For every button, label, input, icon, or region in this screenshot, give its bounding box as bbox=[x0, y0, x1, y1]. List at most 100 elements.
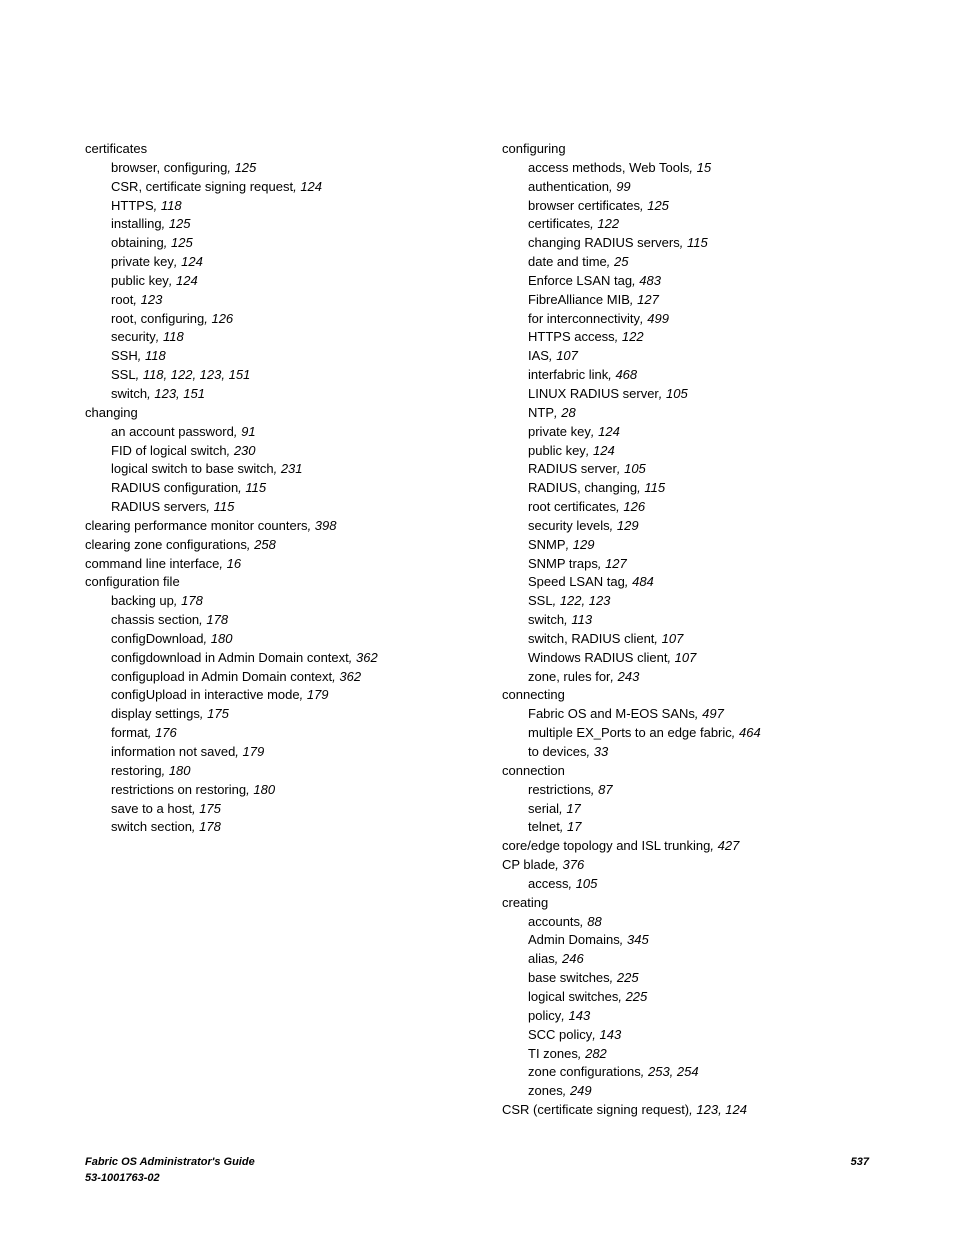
index-term: changing RADIUS servers bbox=[528, 235, 680, 250]
index-separator: , bbox=[732, 725, 739, 740]
index-entry-head: certificates bbox=[85, 140, 452, 159]
index-entry-sub: root, 123 bbox=[85, 291, 452, 310]
index-term: switch, RADIUS client bbox=[528, 631, 654, 646]
index-pages: 99 bbox=[616, 179, 630, 194]
index-term: public key bbox=[528, 443, 586, 458]
index-separator: , bbox=[568, 876, 575, 891]
index-entry-sub: browser certificates, 125 bbox=[502, 197, 869, 216]
index-term: RADIUS, changing bbox=[528, 480, 637, 495]
index-term: configDownload bbox=[111, 631, 204, 646]
index-pages: 122, 123 bbox=[560, 593, 611, 608]
index-entry-sub: private key, 124 bbox=[85, 253, 452, 272]
index-separator: , bbox=[615, 329, 622, 344]
index-entry-sub: chassis section, 178 bbox=[85, 611, 452, 630]
index-entry-sub: RADIUS configuration, 115 bbox=[85, 479, 452, 498]
index-pages: 180 bbox=[169, 763, 191, 778]
index-pages: 115 bbox=[644, 480, 665, 495]
index-term: display settings bbox=[111, 706, 200, 721]
index-pages: 124 bbox=[598, 424, 620, 439]
footer-title: Fabric OS Administrator's Guide bbox=[85, 1155, 255, 1171]
index-entry-sub: Admin Domains, 345 bbox=[502, 931, 869, 950]
index-term: configUpload in interactive mode bbox=[111, 687, 300, 702]
index-pages: 17 bbox=[567, 819, 581, 834]
index-term: switch section bbox=[111, 819, 192, 834]
index-pages: 178 bbox=[206, 612, 228, 627]
index-entry-sub: LINUX RADIUS server, 105 bbox=[502, 385, 869, 404]
index-term: CSR, certificate signing request bbox=[111, 179, 293, 194]
index-entry-sub: save to a host, 175 bbox=[85, 800, 452, 819]
index-term: policy bbox=[528, 1008, 561, 1023]
index-pages: 176 bbox=[155, 725, 177, 740]
index-separator: , bbox=[349, 650, 356, 665]
index-term: serial bbox=[528, 801, 559, 816]
index-entry-sub: NTP, 28 bbox=[502, 404, 869, 423]
index-pages: 484 bbox=[632, 574, 654, 589]
index-term: restoring bbox=[111, 763, 162, 778]
index-entry-sub: Fabric OS and M-EOS SANs, 497 bbox=[502, 705, 869, 724]
index-separator: , bbox=[227, 443, 234, 458]
index-term: certificates bbox=[528, 216, 590, 231]
index-entry-sub: zone configurations, 253, 254 bbox=[502, 1063, 869, 1082]
index-pages: 258 bbox=[254, 537, 276, 552]
index-entry-sub: policy, 143 bbox=[502, 1007, 869, 1026]
index-pages: 178 bbox=[181, 593, 203, 608]
index-entry-sub: RADIUS server, 105 bbox=[502, 460, 869, 479]
index-term: LINUX RADIUS server bbox=[528, 386, 659, 401]
index-separator: , bbox=[680, 235, 687, 250]
index-term: creating bbox=[502, 895, 548, 910]
index-term: installing bbox=[111, 216, 162, 231]
index-pages: 115 bbox=[687, 235, 708, 250]
index-entry-sub: security, 118 bbox=[85, 328, 452, 347]
index-entry-sub: public key, 124 bbox=[502, 442, 869, 461]
index-pages: 125 bbox=[169, 216, 191, 231]
index-entry-sub: certificates, 122 bbox=[502, 215, 869, 234]
index-entry-sub: switch, 123, 151 bbox=[85, 385, 452, 404]
index-term: telnet bbox=[528, 819, 560, 834]
index-entry-head: core/edge topology and ISL trunking, 427 bbox=[502, 837, 869, 856]
index-pages: 88 bbox=[587, 914, 601, 929]
index-term: RADIUS server bbox=[528, 461, 617, 476]
index-term: RADIUS configuration bbox=[111, 480, 238, 495]
index-columns: certificatesbrowser, configuring, 125CSR… bbox=[85, 140, 869, 1120]
index-entry-head: configuration file bbox=[85, 573, 452, 592]
index-term: base switches bbox=[528, 970, 610, 985]
index-entry-head: command line interface, 16 bbox=[85, 555, 452, 574]
index-separator: , bbox=[164, 235, 171, 250]
index-term: FID of logical switch bbox=[111, 443, 227, 458]
index-entry-sub: public key, 124 bbox=[85, 272, 452, 291]
index-entry-sub: RADIUS, changing, 115 bbox=[502, 479, 869, 498]
index-entry-sub: telnet, 17 bbox=[502, 818, 869, 837]
index-pages: 123, 124 bbox=[696, 1102, 747, 1117]
index-term: HTTPS bbox=[111, 198, 154, 213]
index-separator: , bbox=[162, 763, 169, 778]
index-pages: 126 bbox=[211, 311, 233, 326]
index-pages: 105 bbox=[624, 461, 646, 476]
index-pages: 118 bbox=[145, 348, 166, 363]
index-entry-sub: base switches, 225 bbox=[502, 969, 869, 988]
index-pages: 246 bbox=[562, 951, 584, 966]
index-term: logical switch to base switch bbox=[111, 461, 274, 476]
index-term: authentication bbox=[528, 179, 609, 194]
index-term: root certificates bbox=[528, 499, 616, 514]
index-term: an account password bbox=[111, 424, 234, 439]
index-term: RADIUS servers bbox=[111, 499, 206, 514]
index-left-column: certificatesbrowser, configuring, 125CSR… bbox=[85, 140, 452, 1120]
index-entry-sub: private key, 124 bbox=[502, 423, 869, 442]
index-pages: 497 bbox=[702, 706, 724, 721]
index-entry-sub: format, 176 bbox=[85, 724, 452, 743]
index-separator: , bbox=[274, 461, 281, 476]
index-pages: 362 bbox=[339, 669, 361, 684]
index-separator: , bbox=[620, 932, 627, 947]
index-term: NTP bbox=[528, 405, 554, 420]
index-term: zones bbox=[528, 1083, 563, 1098]
index-term: HTTPS access bbox=[528, 329, 615, 344]
index-term: format bbox=[111, 725, 148, 740]
index-separator: , bbox=[592, 1027, 599, 1042]
index-pages: 123, 151 bbox=[154, 386, 205, 401]
index-pages: 282 bbox=[585, 1046, 607, 1061]
index-separator: , bbox=[610, 518, 617, 533]
index-entry-sub: switch, 113 bbox=[502, 611, 869, 630]
index-pages: 124 bbox=[181, 254, 203, 269]
index-pages: 127 bbox=[637, 292, 659, 307]
index-term: IAS bbox=[528, 348, 549, 363]
